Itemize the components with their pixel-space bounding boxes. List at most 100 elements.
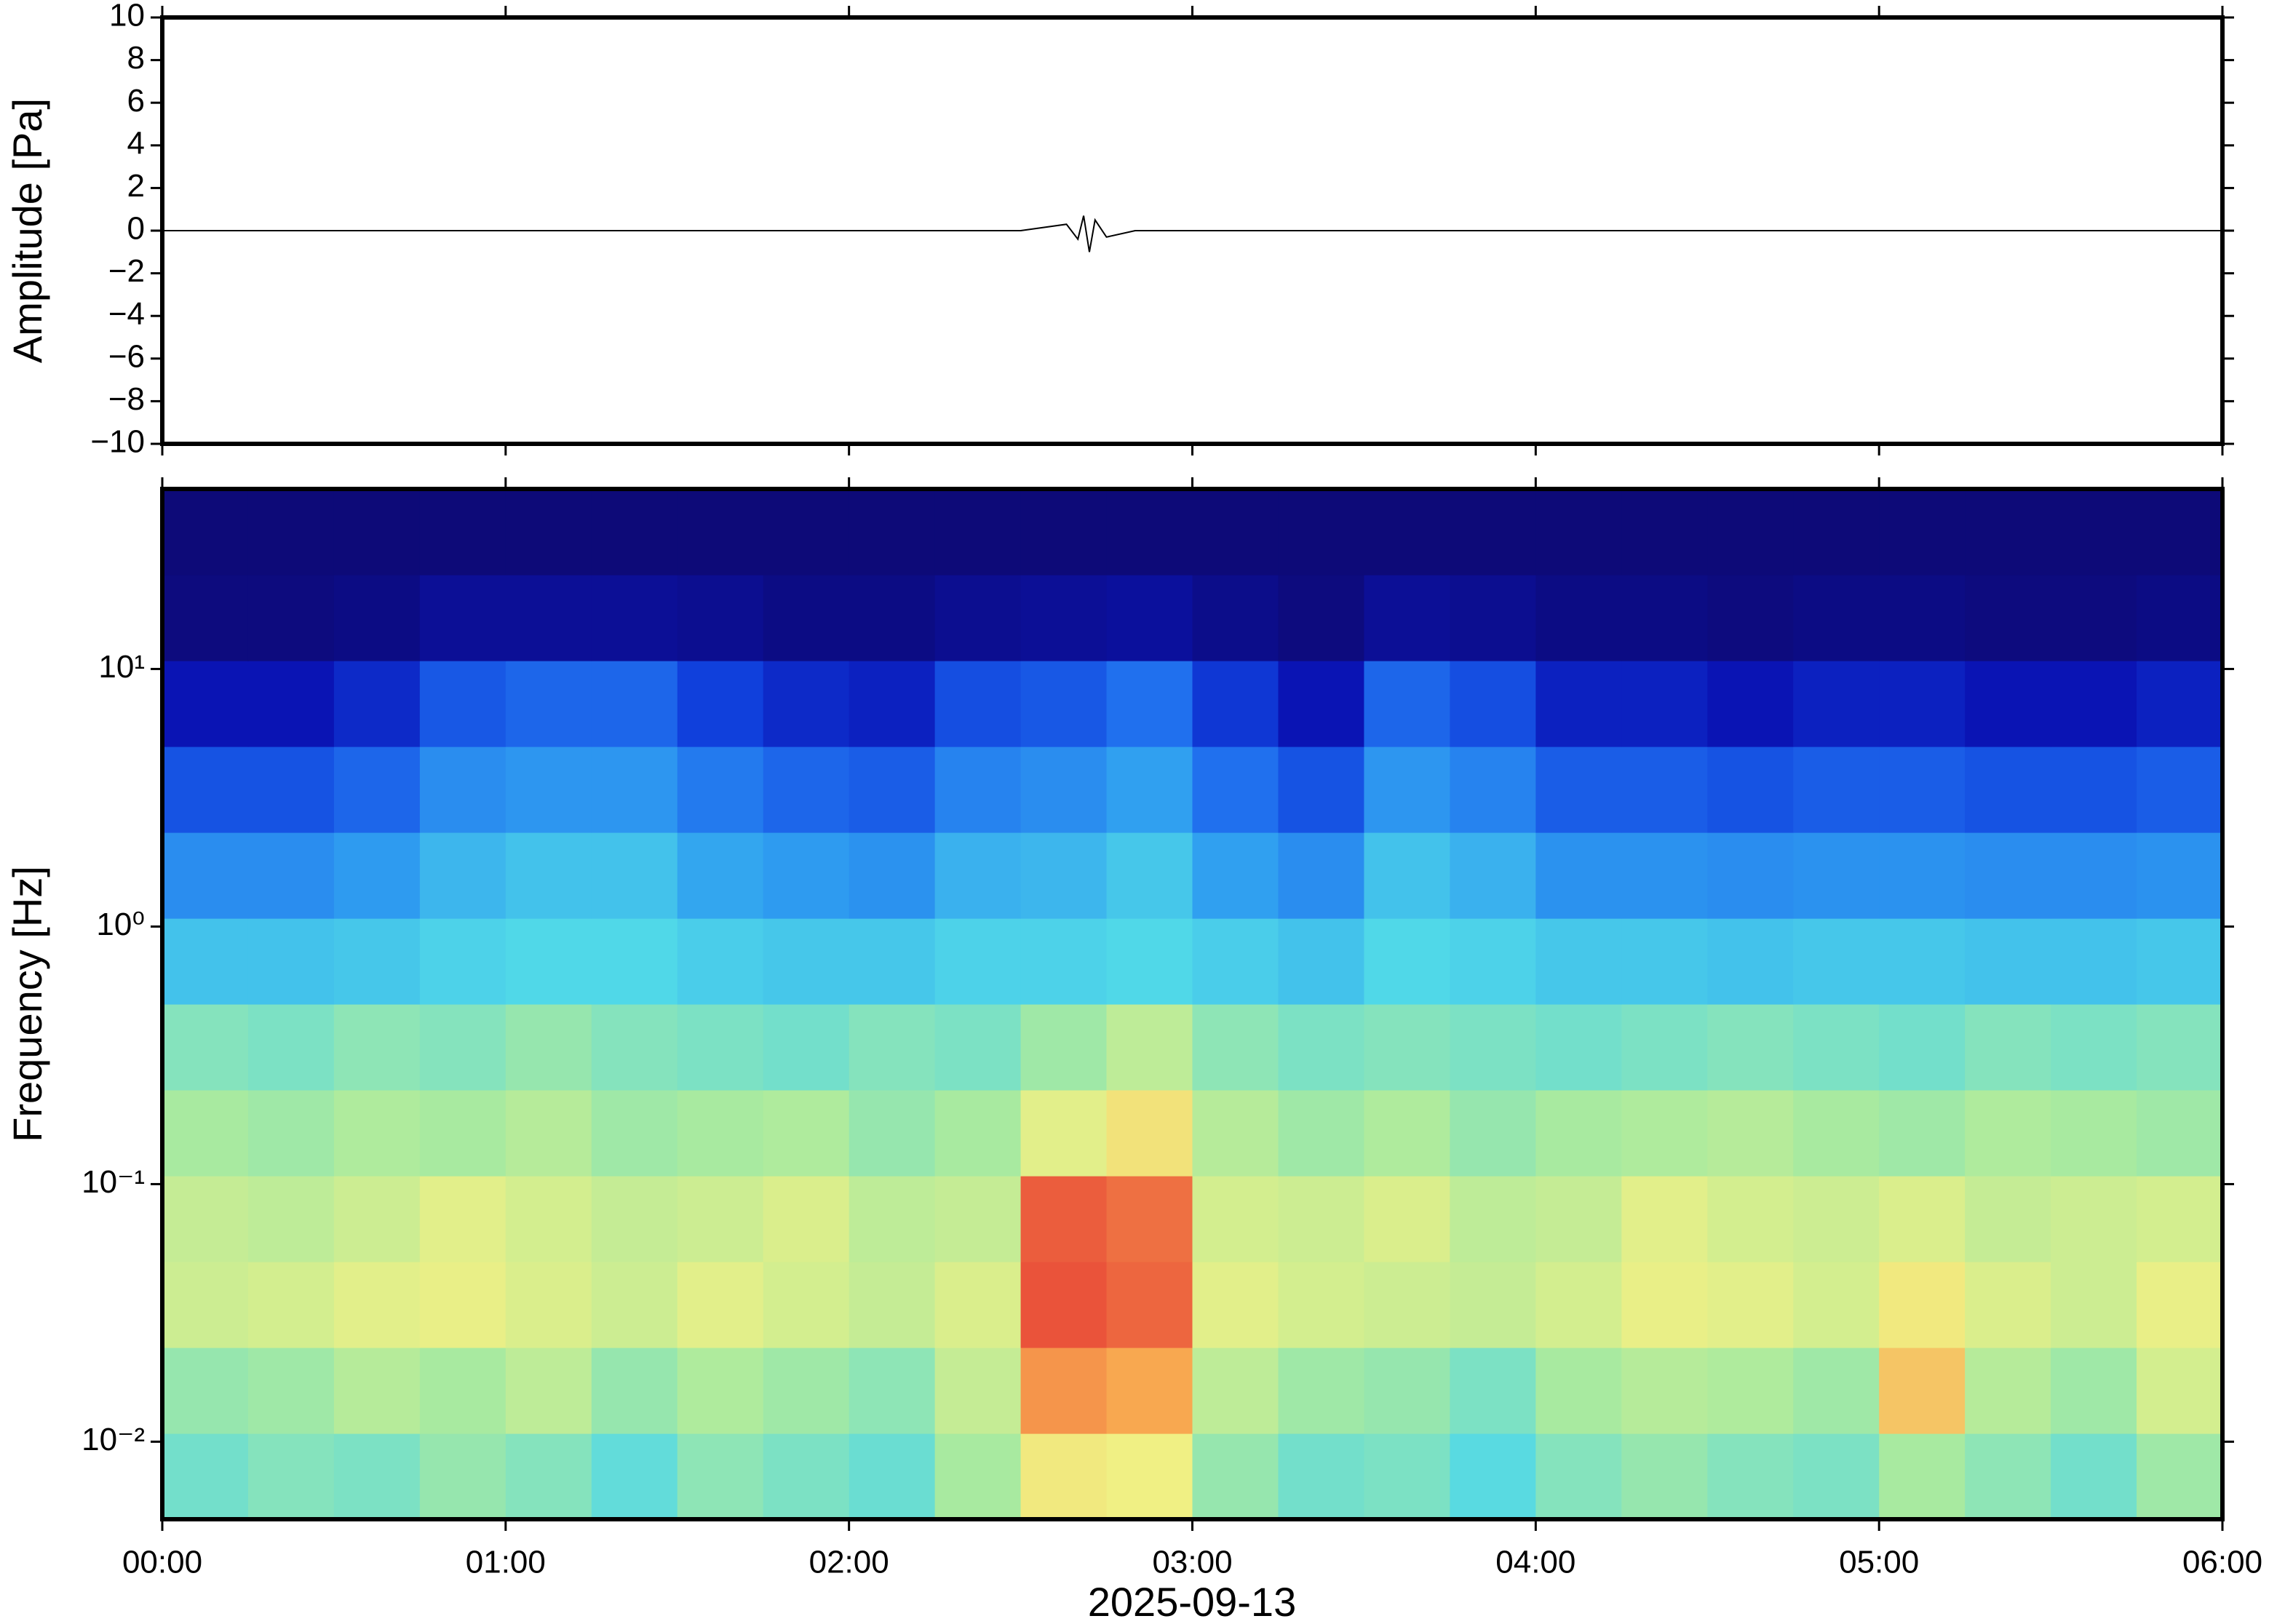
y-tick-label: 6 <box>127 83 145 119</box>
spectrogram-cell <box>1020 1262 1108 1348</box>
spectrogram-cell <box>1793 1089 1880 1177</box>
spectrogram-cell <box>505 661 592 747</box>
spectrogram-cell <box>333 574 421 661</box>
spectrogram-cell <box>1192 489 1279 576</box>
spectrogram-cell <box>763 918 850 1005</box>
spectrogram-cell <box>1278 661 1365 747</box>
spectrogram-cell <box>333 832 421 919</box>
spectrogram-cell <box>1879 918 1966 1005</box>
spectrogram-cell <box>1364 1347 1450 1434</box>
spectrogram-cell <box>1106 574 1193 661</box>
x-tick-label: 00:00 <box>122 1545 202 1580</box>
spectrogram-cell <box>677 1347 764 1434</box>
spectrogram-cell <box>2137 1433 2223 1520</box>
spectrogram-cell <box>505 832 592 919</box>
spectrogram-cell <box>1621 832 1708 919</box>
spectrogram-cell <box>1106 1089 1193 1177</box>
spectrogram-cell <box>1621 1089 1708 1177</box>
spectrogram-cell <box>419 1262 506 1348</box>
x-tick-label: 03:00 <box>1152 1545 1232 1580</box>
y-tick-label: 2 <box>127 168 145 204</box>
spectrogram-cell <box>247 1262 335 1348</box>
spectrogram-cell <box>162 918 249 1005</box>
spectrogram-cell <box>934 489 1022 576</box>
spectrogram-cell <box>763 1089 850 1177</box>
spectrogram-cell <box>247 489 335 576</box>
spectrogram-cell <box>1707 489 1794 576</box>
spectrogram-cell <box>1535 1347 1622 1434</box>
spectrogram-cell <box>1879 1176 1966 1262</box>
spectrogram-cell <box>1621 1004 1708 1091</box>
spectrogram-cell <box>1364 1433 1450 1520</box>
spectrogram-cell <box>1535 1089 1622 1177</box>
spectrogram-cell <box>1192 574 1279 661</box>
spectrogram-cell <box>1793 832 1880 919</box>
plot-frame <box>160 487 2225 1521</box>
spectrogram-cell <box>1192 1004 1279 1091</box>
spectrogram-cell <box>1106 1262 1193 1348</box>
spectrogram-cell <box>505 1347 592 1434</box>
spectrogram-cell <box>505 1176 592 1262</box>
spectrogram-cell <box>1450 832 1536 919</box>
spectrogram-cell <box>591 1433 678 1520</box>
spectrogram-cell <box>333 661 421 747</box>
spectrogram-cell <box>763 1262 850 1348</box>
spectrogram-cell <box>162 1089 249 1177</box>
spectrogram-cell <box>2051 1347 2137 1434</box>
spectrogram-cell <box>763 1176 850 1262</box>
spectrogram-cell <box>1879 1433 1966 1520</box>
spectrogram-cell <box>1879 1004 1966 1091</box>
spectrogram-cell <box>162 574 249 661</box>
spectrogram-cell <box>1106 1433 1193 1520</box>
spectrogram-cell <box>1020 747 1108 833</box>
spectrogram-cell <box>1879 661 1966 747</box>
spectrogram-cell <box>1278 574 1365 661</box>
spectrogram-cell <box>333 1089 421 1177</box>
spectrogram-cell <box>505 1433 592 1520</box>
spectrogram-cell <box>247 574 335 661</box>
spectrogram-cell <box>763 747 850 833</box>
spectrogram-cell <box>162 1433 249 1520</box>
spectrogram-cell <box>162 832 249 919</box>
spectrogram-cell <box>1965 574 2051 661</box>
spectrogram-cell <box>2137 832 2223 919</box>
spectrogram-cell <box>1278 489 1365 576</box>
spectrogram-cell <box>934 1176 1022 1262</box>
spectrogram-cell <box>1364 1262 1450 1348</box>
spectrogram-cell <box>677 489 764 576</box>
spectrogram-cell <box>2051 661 2137 747</box>
spectrogram-cell <box>849 747 936 833</box>
spectrogram-cell <box>2137 489 2223 576</box>
spectrogram-cell <box>1192 661 1279 747</box>
x-axis-title: 2025-09-13 <box>1088 1579 1296 1624</box>
spectrogram-cell <box>1965 1089 2051 1177</box>
spectrogram-cell <box>1364 832 1450 919</box>
spectrogram-cell <box>934 1004 1022 1091</box>
spectrogram-cell <box>247 1176 335 1262</box>
spectrogram-cell <box>419 1347 506 1434</box>
spectrogram-cell <box>1278 1347 1365 1434</box>
spectrogram-cell <box>247 832 335 919</box>
spectrogram-cell <box>2137 1004 2223 1091</box>
spectrogram-cell <box>1278 1433 1365 1520</box>
spectrogram-cell <box>1450 661 1536 747</box>
spectrogram-cell <box>591 1262 678 1348</box>
spectrogram-cell <box>1793 489 1880 576</box>
spectrogram-cell <box>505 1089 592 1177</box>
spectrogram-cell <box>1621 489 1708 576</box>
spectrogram-cell <box>1278 747 1365 833</box>
spectrogram-cell <box>1450 1433 1536 1520</box>
spectrogram-cell <box>333 1004 421 1091</box>
spectrogram-cell <box>2051 1262 2137 1348</box>
spectrogram-cell <box>1707 1176 1794 1262</box>
spectrogram-cell <box>1278 918 1365 1005</box>
spectrogram-cell <box>934 832 1022 919</box>
spectrogram-cell <box>1793 1262 1880 1348</box>
spectrogram-cell <box>591 1347 678 1434</box>
spectrogram-cell <box>419 832 506 919</box>
spectrogram-cell <box>1020 489 1108 576</box>
spectrogram-cell <box>1793 661 1880 747</box>
spectrogram-cell <box>1793 1433 1880 1520</box>
spectrogram-cell <box>1450 489 1536 576</box>
spectrogram-cell <box>763 1433 850 1520</box>
